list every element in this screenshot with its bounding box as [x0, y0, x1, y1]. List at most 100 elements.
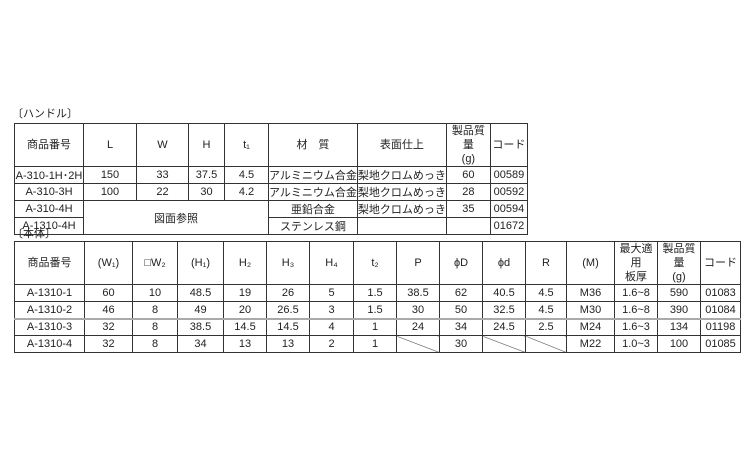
cell-od: 34 [439, 317, 483, 336]
cell-weight: 60 [445, 166, 491, 184]
column-header-product-number: 商品番号 [14, 241, 85, 285]
cell-material: アルミニウム合金 [268, 166, 358, 184]
cell-code: 01083 [700, 284, 741, 302]
column-header-t1: t₁ [224, 123, 269, 167]
cell-w2: 8 [132, 301, 178, 319]
cell-t2: 1.5 [353, 284, 397, 302]
cell-h3: 26 [266, 284, 310, 302]
cell-h1: 48.5 [177, 284, 224, 302]
column-header-max-thickness: 最大適用 板厚 [614, 241, 658, 285]
cell-w2: 8 [132, 317, 178, 336]
cell-weight: 590 [657, 284, 701, 302]
cell-material: アルミニウム合金 [268, 183, 358, 201]
table-row: A-1310-4H ステンレス鋼 01672 [14, 217, 528, 235]
column-header-t2: t₂ [353, 241, 397, 285]
cell-t1: 4.2 [224, 183, 269, 201]
cell-finish: 梨地クロムめっき [356, 166, 447, 184]
product-number: A-310-4H [14, 200, 84, 218]
product-number: A-310-3H [14, 183, 84, 201]
cell-product-number: A-1310-1 [14, 284, 85, 302]
cell-weight [445, 217, 491, 235]
cell-w2: 10 [132, 284, 178, 302]
column-header-h3: H₃ [266, 241, 310, 285]
column-header-material: 材 質 [268, 123, 358, 167]
cell-id [482, 335, 526, 353]
column-header-w1: (W₁) [84, 241, 133, 285]
cell-h1: 38.5 [177, 317, 224, 336]
cell-h2: 14.5 [223, 317, 267, 336]
table-row: A-310-1H･2H 150 33 37.5 4.5 アルミニウム合金 梨地ク… [14, 166, 528, 184]
cell-h4: 4 [309, 317, 354, 336]
body-section-label: 〔本体〕 [12, 228, 56, 240]
cell-id: 24.5 [482, 317, 526, 336]
cell-max-thickness: 1.6~8 [614, 301, 658, 319]
cell-h4: 3 [309, 301, 354, 319]
cell-h2: 13 [223, 335, 267, 353]
cell-weight: 35 [445, 200, 491, 218]
cell-r: 2.5 [525, 317, 567, 336]
column-header-od: ϕD [439, 241, 483, 285]
cell-t2: 1 [353, 317, 397, 336]
cell-r: 4.5 [525, 301, 567, 319]
cell-t1: 4.5 [224, 166, 269, 184]
column-header-code: コード [489, 123, 528, 167]
cell-m: M22 [566, 335, 615, 353]
cell-p [396, 335, 440, 353]
cell-code: 00589 [489, 166, 528, 184]
cell-product-number: A-1310-2 [14, 301, 85, 319]
cell-m: M36 [566, 284, 615, 302]
cell-h3: 26.5 [266, 301, 310, 319]
cell-t2: 1 [353, 335, 397, 353]
cell-w1: 46 [84, 301, 133, 319]
table-row: A-310-3H 100 22 30 4.2 アルミニウム合金 梨地クロムめっき… [14, 183, 528, 201]
cell-code: 00594 [489, 200, 528, 218]
column-header-weight: 製品質量 (g) [657, 241, 701, 285]
column-header-product-number: 商品番号 [14, 123, 84, 167]
column-header-h2: H₂ [223, 241, 267, 285]
cell-h: 30 [188, 183, 225, 201]
column-header-h4: H₄ [309, 241, 354, 285]
cell-code: 01084 [700, 301, 741, 319]
column-header-h: H [188, 123, 225, 167]
cell-h1: 49 [177, 301, 224, 319]
column-header-code: コード [700, 241, 741, 285]
cell-h: 37.5 [188, 166, 225, 184]
column-header-weight: 製品質量 (g) [445, 123, 491, 167]
cell-h1: 34 [177, 335, 224, 353]
cell-t2: 1.5 [353, 301, 397, 319]
cell-h3: 13 [266, 335, 310, 353]
cell-h4: 5 [309, 284, 354, 302]
cell-p: 24 [396, 317, 440, 336]
cell-w2: 8 [132, 335, 178, 353]
cell-h2: 20 [223, 301, 267, 319]
cell-od: 62 [439, 284, 483, 302]
table-row: A-1310-1 60 10 48.5 19 26 5 1.5 38.5 62 40.5 4.5 M36… [14, 284, 741, 302]
cell-l: 100 [83, 183, 137, 201]
column-header-h1: (H₁) [177, 241, 224, 285]
cell-code: 01198 [700, 317, 741, 336]
column-header-id: ϕd [482, 241, 526, 285]
cell-code: 01672 [489, 217, 528, 235]
cell-w1: 32 [84, 335, 133, 353]
cell-h3: 14.5 [266, 317, 310, 336]
cell-h4: 2 [309, 335, 354, 353]
cell-product-number: A-1310-4 [14, 335, 85, 353]
cell-od: 30 [439, 335, 483, 353]
cell-od: 50 [439, 301, 483, 319]
cell-w: 22 [136, 183, 189, 201]
cell-product-number: A-1310-3 [14, 317, 85, 336]
column-header-p: P [396, 241, 440, 285]
cell-material: ステンレス鋼 [268, 217, 358, 235]
cell-w1: 60 [84, 284, 133, 302]
column-header-w: W [136, 123, 189, 167]
cell-m: M24 [566, 317, 615, 336]
cell-weight: 134 [657, 317, 701, 336]
column-header-w2: □W₂ [132, 241, 178, 285]
cell-code: 01085 [700, 335, 741, 353]
cell-m: M30 [566, 301, 615, 319]
cell-max-thickness: 1.6~3 [614, 317, 658, 336]
cell-r [525, 335, 567, 353]
